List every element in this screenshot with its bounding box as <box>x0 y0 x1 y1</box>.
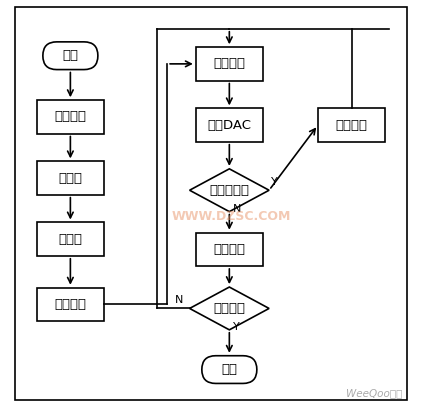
Bar <box>37 222 104 256</box>
Text: Y: Y <box>233 322 239 332</box>
Text: N: N <box>175 295 184 305</box>
Text: 开中断: 开中断 <box>58 233 82 246</box>
FancyBboxPatch shape <box>202 356 257 384</box>
Bar <box>37 161 104 195</box>
Text: 有键按下？: 有键按下？ <box>209 184 249 197</box>
Text: 显示更新: 显示更新 <box>214 243 245 256</box>
Text: 关看门狗: 关看门狗 <box>54 110 87 124</box>
Bar <box>196 108 263 142</box>
Polygon shape <box>189 287 269 330</box>
Bar <box>196 233 263 266</box>
Text: 调取参数: 调取参数 <box>54 298 87 311</box>
Text: Y: Y <box>271 177 278 187</box>
Text: 写入参数: 写入参数 <box>214 57 245 70</box>
Text: 初始化: 初始化 <box>58 171 82 184</box>
Text: 停止: 停止 <box>222 363 237 376</box>
Text: WeeQoo维库: WeeQoo维库 <box>346 388 403 398</box>
Text: N: N <box>233 204 241 213</box>
Text: 更新DAC: 更新DAC <box>207 119 252 132</box>
Text: 时间到？: 时间到？ <box>214 302 245 315</box>
Polygon shape <box>189 169 269 211</box>
Bar <box>37 288 104 321</box>
Text: 参数修改: 参数修改 <box>335 119 368 132</box>
Bar <box>318 108 385 142</box>
Text: WWW.DZSC.COM: WWW.DZSC.COM <box>172 210 291 223</box>
Bar <box>37 100 104 134</box>
Bar <box>196 47 263 81</box>
FancyBboxPatch shape <box>43 42 98 70</box>
Text: 开始: 开始 <box>62 49 78 62</box>
